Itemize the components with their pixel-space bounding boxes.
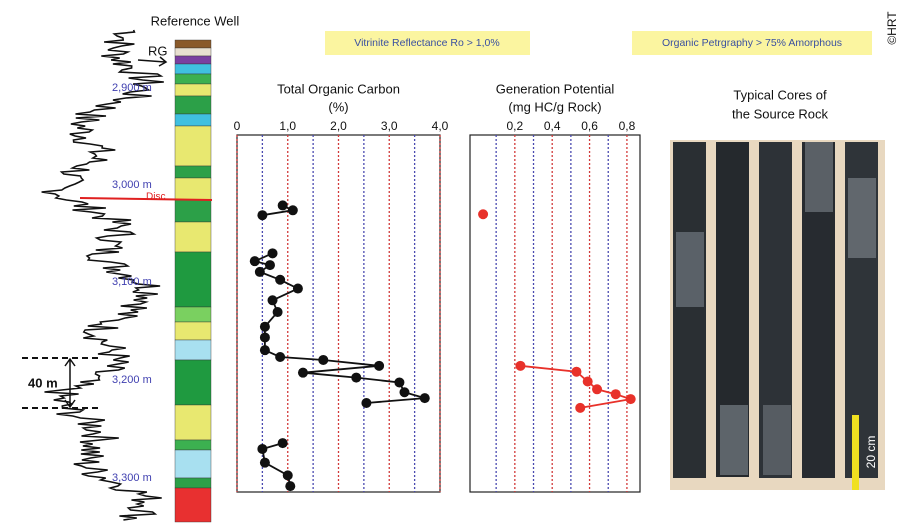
x-tick-label: 2,0: [330, 119, 347, 133]
data-point: [583, 376, 593, 386]
lithology-bed: [175, 48, 211, 56]
data-point: [571, 367, 581, 377]
x-tick-label: 0,6: [581, 119, 598, 133]
chart-title: Total Organic Carbon: [277, 81, 400, 96]
copyright: ©HRT: [885, 11, 899, 45]
data-point: [298, 368, 308, 378]
data-point: [611, 389, 621, 399]
core-piece: [676, 232, 704, 307]
data-point: [257, 210, 267, 220]
data-point: [374, 361, 384, 371]
core-photo: 20 cm: [670, 140, 885, 490]
lithology-bed: [175, 440, 211, 450]
data-point: [283, 470, 293, 480]
data-point: [275, 275, 285, 285]
note: Vitrinite Reflectance Ro > 1,0%: [354, 37, 499, 49]
depth-label: 2,900 m: [112, 82, 152, 94]
data-point: [275, 352, 285, 362]
lithology-bed: [175, 450, 211, 478]
lithology-bed: [175, 166, 211, 178]
data-point: [255, 267, 265, 277]
lithology-bed: [175, 222, 211, 252]
chart-subtitle: (mg HC/g Rock): [508, 99, 601, 114]
data-point: [268, 295, 278, 305]
core-piece: [805, 142, 833, 212]
scale-label: 40 m: [28, 375, 58, 390]
lithology-bed: [175, 405, 211, 440]
data-point: [288, 205, 298, 215]
depth-label: 3,200 m: [112, 374, 152, 386]
data-point: [626, 394, 636, 404]
core-piece: [848, 178, 876, 258]
data-point: [273, 307, 283, 317]
x-tick-label: 1,0: [279, 119, 296, 133]
data-point: [250, 256, 260, 266]
x-tick-label: 0,4: [544, 119, 561, 133]
core: [673, 142, 706, 478]
lithology-bed: [175, 56, 211, 64]
data-point: [394, 377, 404, 387]
chart-title: Generation Potential: [496, 81, 615, 96]
lithology-bed: [175, 74, 211, 84]
chart-subtitle: (%): [328, 99, 348, 114]
scale-bar: [852, 415, 859, 490]
lithology-bed: [175, 307, 211, 322]
depth-label: 3,000 m: [112, 179, 152, 191]
lithology-bed: [175, 322, 211, 340]
figure: Reference Well ©HRT Vitrinite Reflectanc…: [0, 0, 904, 524]
x-tick-label: 4,0: [432, 119, 449, 133]
lithology-bed: [175, 252, 211, 307]
lithology-bed: [175, 478, 211, 488]
data-point: [278, 200, 288, 210]
data-point: [351, 373, 361, 383]
data-point: [260, 322, 270, 332]
cores-title: Typical Cores of: [733, 87, 827, 102]
depth-label: 3,100 m: [112, 276, 152, 288]
scale-bar-label: 20 cm: [864, 436, 878, 469]
x-tick-label: 0: [234, 119, 241, 133]
data-point: [592, 384, 602, 394]
lithology-bed: [175, 114, 211, 126]
lithology-bed: [175, 340, 211, 360]
data-point: [420, 393, 430, 403]
data-point: [285, 481, 295, 491]
plot-frame: [470, 135, 640, 492]
data-point: [260, 332, 270, 342]
lithology-bed: [175, 96, 211, 114]
x-tick-label: 3,0: [381, 119, 398, 133]
data-point: [515, 361, 525, 371]
x-tick-label: 0,8: [619, 119, 636, 133]
lithology-bed: [175, 84, 211, 96]
data-point: [278, 438, 288, 448]
core-piece: [720, 405, 748, 475]
lithology-bed: [175, 360, 211, 405]
lithology-bed: [175, 178, 211, 200]
data-point: [260, 345, 270, 355]
data-point: [478, 209, 488, 219]
cores-title: the Source Rock: [732, 106, 829, 121]
lithology-bed: [175, 64, 211, 74]
lithology-bed: [175, 126, 211, 166]
data-point: [318, 355, 328, 365]
data-point: [575, 403, 585, 413]
data-point: [293, 284, 303, 294]
lithology-bed: [175, 200, 211, 222]
data-point: [268, 248, 278, 258]
core-piece: [763, 405, 791, 475]
data-point: [265, 260, 275, 270]
rg-label: RG: [148, 43, 168, 58]
x-tick-label: 0,2: [506, 119, 523, 133]
note: Organic Petrgraphy > 75% Amorphous: [662, 37, 842, 49]
well-title: Reference Well: [151, 13, 240, 28]
data-point: [257, 444, 267, 454]
lithology-bed: [175, 488, 211, 522]
data-point: [361, 398, 371, 408]
lithology-column: [175, 40, 211, 522]
depth-label: 3,300 m: [112, 472, 152, 484]
disc-label: Disc: [146, 192, 165, 203]
data-point: [399, 387, 409, 397]
lithology-bed: [175, 40, 211, 48]
data-point: [260, 458, 270, 468]
